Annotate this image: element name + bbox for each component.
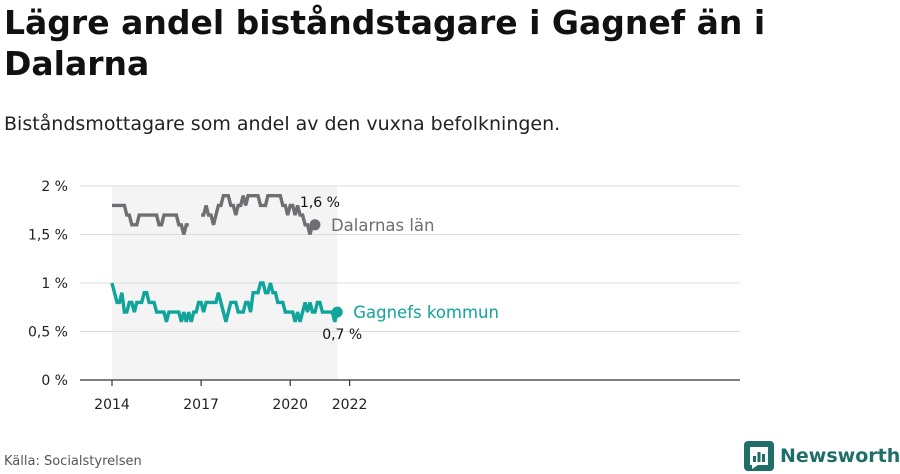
newsworthy-logo-icon [744,441,774,471]
x-tick-label: 2017 [183,397,219,413]
x-tick-label: 2014 [94,397,130,413]
newsworthy-logo: Newsworthy [744,441,900,471]
y-tick-label: 2 % [41,179,68,195]
series-line-dalarna [112,194,315,235]
chart-title: Lägre andel biståndstagare i Gagnef än i… [4,3,766,83]
y-tick-label: 0,5 % [28,325,68,341]
end-value-label-gagnef: 0,7 % [322,327,362,343]
series-line-gagnef [110,281,339,323]
x-tick-label: 2022 [332,397,368,413]
end-value-label-dalarna: 1,6 % [300,195,340,211]
source-note: Källa: Socialstyrelsen [4,454,142,469]
chart-subtitle: Biståndsmottagare som andel av den vuxna… [4,113,561,135]
y-tick-label: 0 % [41,373,68,389]
newsworthy-logo-text: Newsworthy [780,445,900,467]
y-tick-label: 1 % [41,276,68,292]
y-tick-label: 1,5 % [28,228,68,244]
x-tick-label: 2020 [272,397,308,413]
series-endpoint-dalarna [309,219,321,231]
series-endpoint-gagnef [331,306,343,318]
series-label-gagnef: Gagnefs kommun [353,303,499,322]
series-label-dalarna: Dalarnas län [331,216,435,235]
